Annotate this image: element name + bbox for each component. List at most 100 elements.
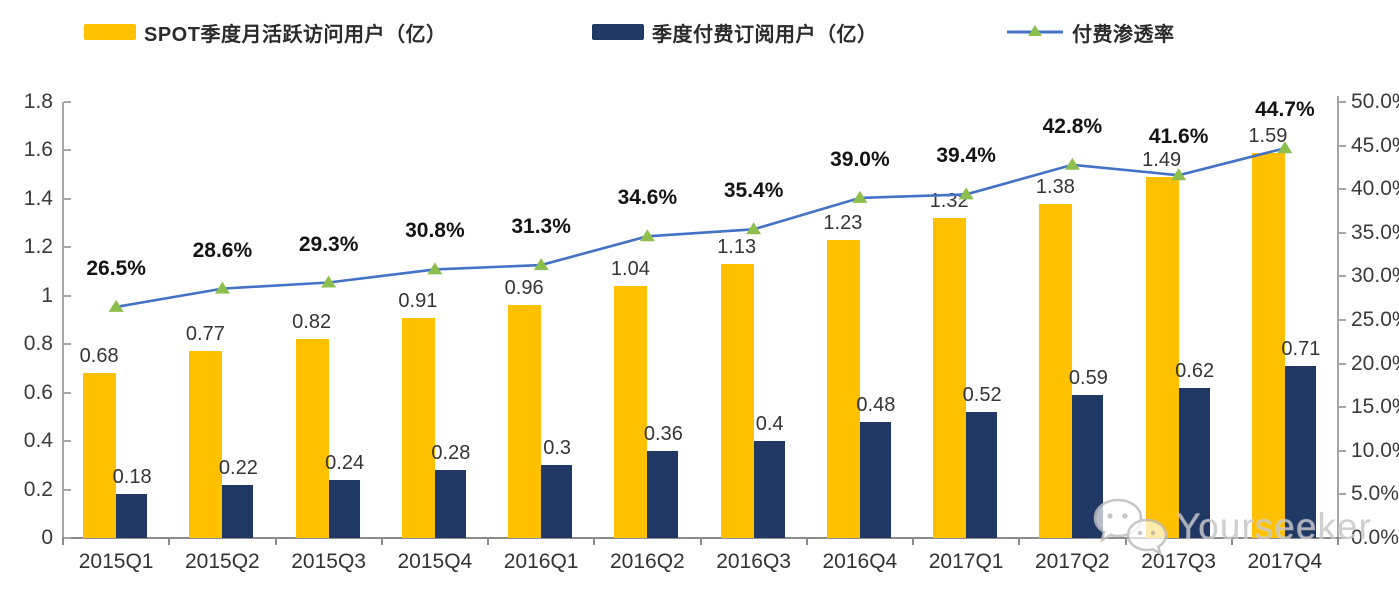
right-axis-tick-label: 25.0%: [1351, 308, 1399, 331]
bar-value-label-subs: 0.52: [962, 384, 1002, 407]
x-tick-label: 2015Q1: [78, 550, 154, 573]
penetration-value-label: 41.6%: [1148, 125, 1209, 149]
left-axis-line: [62, 102, 64, 538]
x-axis-tick: [1124, 539, 1127, 545]
right-axis-tick-label: 35.0%: [1351, 220, 1399, 244]
x-axis-tick: [168, 539, 171, 545]
bar-value-label-mau: 1.49: [1142, 149, 1182, 172]
right-axis-tick: [1339, 101, 1346, 103]
x-axis-tick: [380, 539, 383, 545]
left-axis-tick: [64, 537, 71, 539]
left-axis-tick-label: 0.6: [23, 380, 53, 404]
bar-value-label-subs: 0.28: [431, 442, 471, 465]
x-axis-tick: [699, 539, 702, 545]
penetration-value-label: 30.8%: [405, 219, 465, 243]
penetration-marker: [639, 229, 655, 242]
right-axis-tick-label: 30.0%: [1351, 264, 1399, 288]
left-axis-tick: [64, 294, 71, 297]
bar-subs: [647, 450, 679, 538]
penetration-value-label: 34.6%: [617, 186, 678, 210]
bar-value-label-mau: 0.91: [398, 289, 438, 312]
penetration-value-label: 44.7%: [1255, 98, 1315, 122]
right-axis-tick: [1339, 319, 1346, 321]
penetration-value-label: 39.4%: [936, 144, 996, 168]
left-axis-tick-label: 1: [41, 283, 53, 307]
x-axis-tick: [274, 539, 277, 545]
penetration-marker: [321, 275, 337, 288]
bar-subs: [116, 494, 148, 538]
bar-mau: [189, 351, 223, 538]
bar-value-label-mau: 0.77: [185, 323, 225, 346]
bar-mau: [295, 339, 329, 538]
bar-subs: [859, 421, 891, 538]
bar-value-label-subs: 0.48: [856, 393, 896, 416]
penetration-marker: [427, 262, 443, 275]
x-axis-tick: [593, 539, 596, 545]
bar-subs: [222, 484, 254, 538]
bar-subs: [434, 470, 466, 538]
bar-subs: [1284, 366, 1316, 538]
x-tick-label: 2017Q3: [1141, 550, 1216, 573]
penetration-marker: [852, 190, 868, 203]
bar-value-label-mau: 1.13: [717, 236, 757, 259]
bottom-axis-line: [62, 537, 1339, 539]
right-axis-tick: [1339, 362, 1346, 365]
legend-label-subs: 季度付费订阅用户（亿）: [652, 23, 878, 46]
penetration-marker: [1064, 157, 1080, 170]
bar-value-label-subs: 0.24: [325, 451, 365, 474]
bar-mau: [933, 218, 967, 538]
left-axis-tick-label: 0: [41, 526, 53, 549]
bar-subs: [541, 465, 573, 538]
legend-item-subs: 季度付费订阅用户（亿）: [592, 20, 878, 46]
bar-subs: [966, 412, 998, 538]
bar-mau: [401, 317, 435, 538]
left-axis-tick: [64, 101, 71, 103]
penetration-marker: [746, 222, 762, 235]
x-axis-tick: [1230, 539, 1233, 545]
penetration-value-label: 29.3%: [298, 232, 359, 256]
x-axis-tick: [912, 539, 914, 545]
legend-item-mau: SPOT季度月活跃访问用户（亿）: [84, 20, 446, 46]
x-tick-label: 2016Q3: [716, 550, 791, 573]
penetration-value-label: 28.6%: [192, 238, 253, 262]
bar-value-label-mau: 1.04: [610, 258, 650, 281]
left-axis-tick-label: 0.4: [23, 429, 53, 453]
penetration-line-swatch: [1007, 25, 1063, 36]
left-axis-tick: [64, 440, 71, 443]
right-axis-tick: [1339, 144, 1346, 147]
penetration-value-label: 35.4%: [723, 179, 784, 203]
x-tick-label: 2016Q4: [822, 550, 898, 573]
right-axis-tick-label: 20.0%: [1351, 351, 1399, 375]
bar-mau: [720, 264, 754, 538]
bar-value-label-mau: 0.96: [504, 277, 544, 300]
bar-value-label-mau: 1.38: [1035, 175, 1075, 198]
bar-value-label-subs: 0.18: [112, 466, 152, 489]
right-axis-tick-label: 45.0%: [1351, 133, 1399, 157]
left-axis-tick: [64, 391, 71, 394]
right-axis-tick: [1339, 493, 1346, 496]
bar-value-label-subs: 0.4: [755, 413, 784, 436]
x-tick-label: 2017Q2: [1035, 550, 1110, 573]
penetration-value-label: 26.5%: [86, 256, 146, 280]
legend-item-penetration: 付费渗透率: [1006, 20, 1175, 46]
left-axis-tick: [64, 149, 71, 152]
bar-value-label-mau: 1.32: [929, 190, 969, 213]
bar-value-label-subs: 0.59: [1068, 367, 1108, 390]
right-axis-tick: [1339, 231, 1346, 234]
penetration-value-label: 31.3%: [511, 215, 571, 239]
right-axis-tick-label: 15.0%: [1351, 395, 1399, 419]
bar-value-label-subs: 0.3: [543, 437, 572, 460]
right-axis-tick-label: 10.0%: [1351, 438, 1399, 462]
x-axis-tick: [1018, 539, 1021, 545]
x-axis-tick: [487, 539, 489, 545]
bar-subs: [328, 479, 360, 538]
bar-mau: [614, 286, 648, 538]
bar-value-label-subs: 0.36: [643, 422, 683, 445]
bar-value-label-mau: 0.82: [292, 311, 332, 334]
bar-mau: [1145, 177, 1179, 538]
legend-label-penetration: 付费渗透率: [1072, 23, 1175, 46]
watermark: Yourseeker: [1088, 496, 1372, 558]
x-tick-label: 2015Q2: [185, 550, 260, 573]
penetration-marker: [214, 281, 230, 294]
